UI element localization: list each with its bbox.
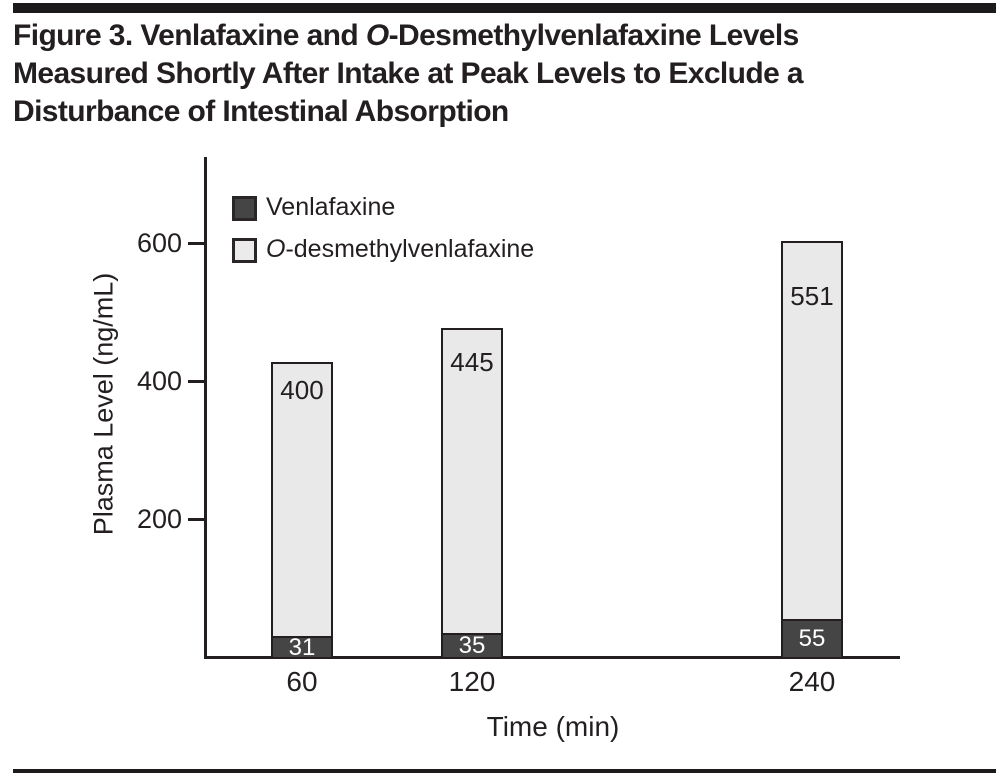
figure-title-line-3: Disturbance of Intestinal Absorption	[13, 93, 998, 131]
stacked-bar: 445 35	[441, 328, 503, 659]
italic-text-segment: O	[266, 235, 286, 263]
italic-text-segment: O	[365, 19, 389, 52]
bar-value-label-venlafaxine: 55	[798, 625, 826, 652]
x-axis-label: Time (min)	[486, 711, 620, 742]
y-tick-mark	[188, 380, 204, 383]
bar-segment-venlafaxine: 55	[783, 619, 841, 657]
bar-segment-venlafaxine: 35	[443, 632, 501, 659]
y-axis-label: Plasma Level (ng/mL)	[88, 272, 119, 536]
legend-swatch	[232, 196, 257, 221]
figure-title: Figure 3. Venlafaxine and O-Desmethylven…	[13, 17, 998, 131]
y-tick-label: 400	[136, 366, 182, 396]
bottom-rule	[13, 769, 996, 773]
text-segment: Figure 3. Venlafaxine and	[13, 19, 366, 52]
x-tick-label: 120	[448, 666, 496, 697]
stacked-bar: 400 31	[271, 362, 333, 661]
y-axis-line	[204, 157, 207, 659]
y-tick-mark	[188, 518, 204, 521]
text-segment: Venlafaxine	[266, 193, 396, 221]
bar-segment-venlafaxine: 31	[273, 633, 331, 661]
bar-value-label-venlafaxine: 35	[458, 632, 486, 659]
figure-title-line-2: Measured Shortly After Intake at Peak Le…	[13, 55, 998, 93]
x-axis-line	[204, 656, 900, 659]
x-tick-label: 240	[788, 666, 836, 697]
x-tick-label: 60	[286, 666, 318, 697]
legend-swatch	[232, 238, 257, 263]
text-segment: -desmethylvenlafaxine	[285, 235, 535, 263]
legend-label: O-desmethylvenlafaxine	[266, 237, 534, 262]
legend-label: Venlafaxine	[266, 195, 395, 220]
top-rule	[13, 3, 996, 13]
text-segment: Measured Shortly After Intake at Peak Le…	[13, 57, 804, 90]
figure-title-line-1: Figure 3. Venlafaxine and O-Desmethylven…	[13, 17, 998, 55]
bar-value-label-odesmethyl: 551	[790, 281, 834, 311]
y-tick-label: 600	[136, 228, 182, 258]
text-segment: -Desmethylvenlafaxine Levels	[388, 19, 800, 52]
y-tick-label: 200	[136, 504, 182, 534]
text-segment: Disturbance of Intestinal Absorption	[13, 95, 509, 128]
y-tick-mark	[188, 242, 204, 245]
bar-value-label-odesmethyl: 400	[280, 375, 324, 405]
bar-value-label-venlafaxine: 31	[288, 633, 316, 661]
stacked-bar: 551 55	[781, 241, 843, 659]
bar-value-label-odesmethyl: 445	[450, 347, 494, 377]
